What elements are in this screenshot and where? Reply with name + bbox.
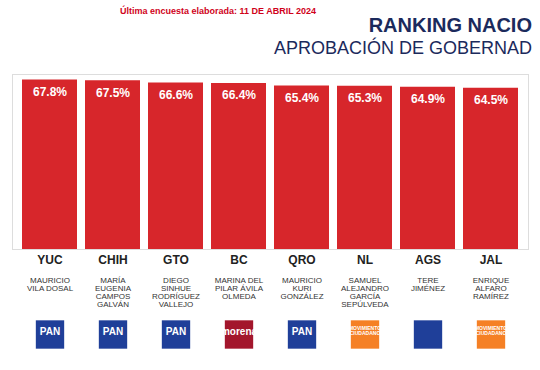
- svg-text:MOVIMIENTOCIUDADANO: MOVIMIENTOCIUDADANO: [349, 325, 381, 336]
- svg-text:PAN: PAN: [40, 326, 60, 337]
- svg-text:PAN: PAN: [166, 326, 186, 337]
- svg-text:QRO: QRO: [288, 253, 315, 267]
- svg-text:SAMUELALEJANDROGARCÍASEPÚLVEDA: SAMUELALEJANDROGARCÍASEPÚLVEDA: [341, 276, 389, 309]
- svg-text:ENRIQUEALFARORAMÍREZ: ENRIQUEALFARORAMÍREZ: [473, 276, 509, 301]
- svg-text:TEREJIMÉNEZ: TEREJIMÉNEZ: [411, 276, 445, 293]
- svg-text:67.5%: 67.5%: [96, 86, 130, 100]
- svg-text:AGS: AGS: [415, 253, 441, 267]
- svg-text:66.6%: 66.6%: [159, 88, 193, 102]
- svg-text:morena: morena: [221, 326, 258, 337]
- svg-text:MAURICIOKURIGONZÁLEZ: MAURICIOKURIGONZÁLEZ: [280, 276, 323, 301]
- svg-text:66.4%: 66.4%: [222, 88, 256, 102]
- svg-text:64.5%: 64.5%: [474, 93, 508, 107]
- html-text:APROBACIÓN DE GOBERNAD: APROBACIÓN DE GOBERNAD: [274, 38, 532, 58]
- svg-text:64.9%: 64.9%: [411, 92, 445, 106]
- svg-text:65.4%: 65.4%: [285, 91, 319, 105]
- svg-text:MAURICIOVILA DOSAL: MAURICIOVILA DOSAL: [27, 276, 74, 293]
- svg-text:GTO: GTO: [163, 253, 189, 267]
- svg-text:JAL: JAL: [480, 253, 503, 267]
- html-text:RANKING NACIO: RANKING NACIO: [368, 14, 532, 36]
- svg-text:67.8%: 67.8%: [33, 85, 67, 99]
- svg-text:YUC: YUC: [37, 253, 63, 267]
- svg-text:MOVIMIENTOCIUDADANO: MOVIMIENTOCIUDADANO: [475, 325, 507, 336]
- svg-text:MARINA DELPILAR ÁVILAOLMEDA: MARINA DELPILAR ÁVILAOLMEDA: [215, 276, 264, 301]
- svg-text:NL: NL: [357, 253, 373, 267]
- svg-text:PAN: PAN: [292, 326, 312, 337]
- svg-text:MARÍAEUGENIACAMPOSGALVÁN: MARÍAEUGENIACAMPOSGALVÁN: [95, 276, 132, 309]
- svg-text:DIEGOSINHUERODRÍGUEZVALLEJO: DIEGOSINHUERODRÍGUEZVALLEJO: [152, 276, 200, 309]
- svg-text:65.3%: 65.3%: [348, 91, 382, 105]
- svg-text:PAN: PAN: [103, 326, 123, 337]
- svg-text:CHIH: CHIH: [98, 253, 127, 267]
- svg-text:BC: BC: [230, 253, 248, 267]
- html-text:Última encuesta elaborada: 11: Última encuesta elaborada: 11 DE ABRIL 2…: [120, 6, 317, 16]
